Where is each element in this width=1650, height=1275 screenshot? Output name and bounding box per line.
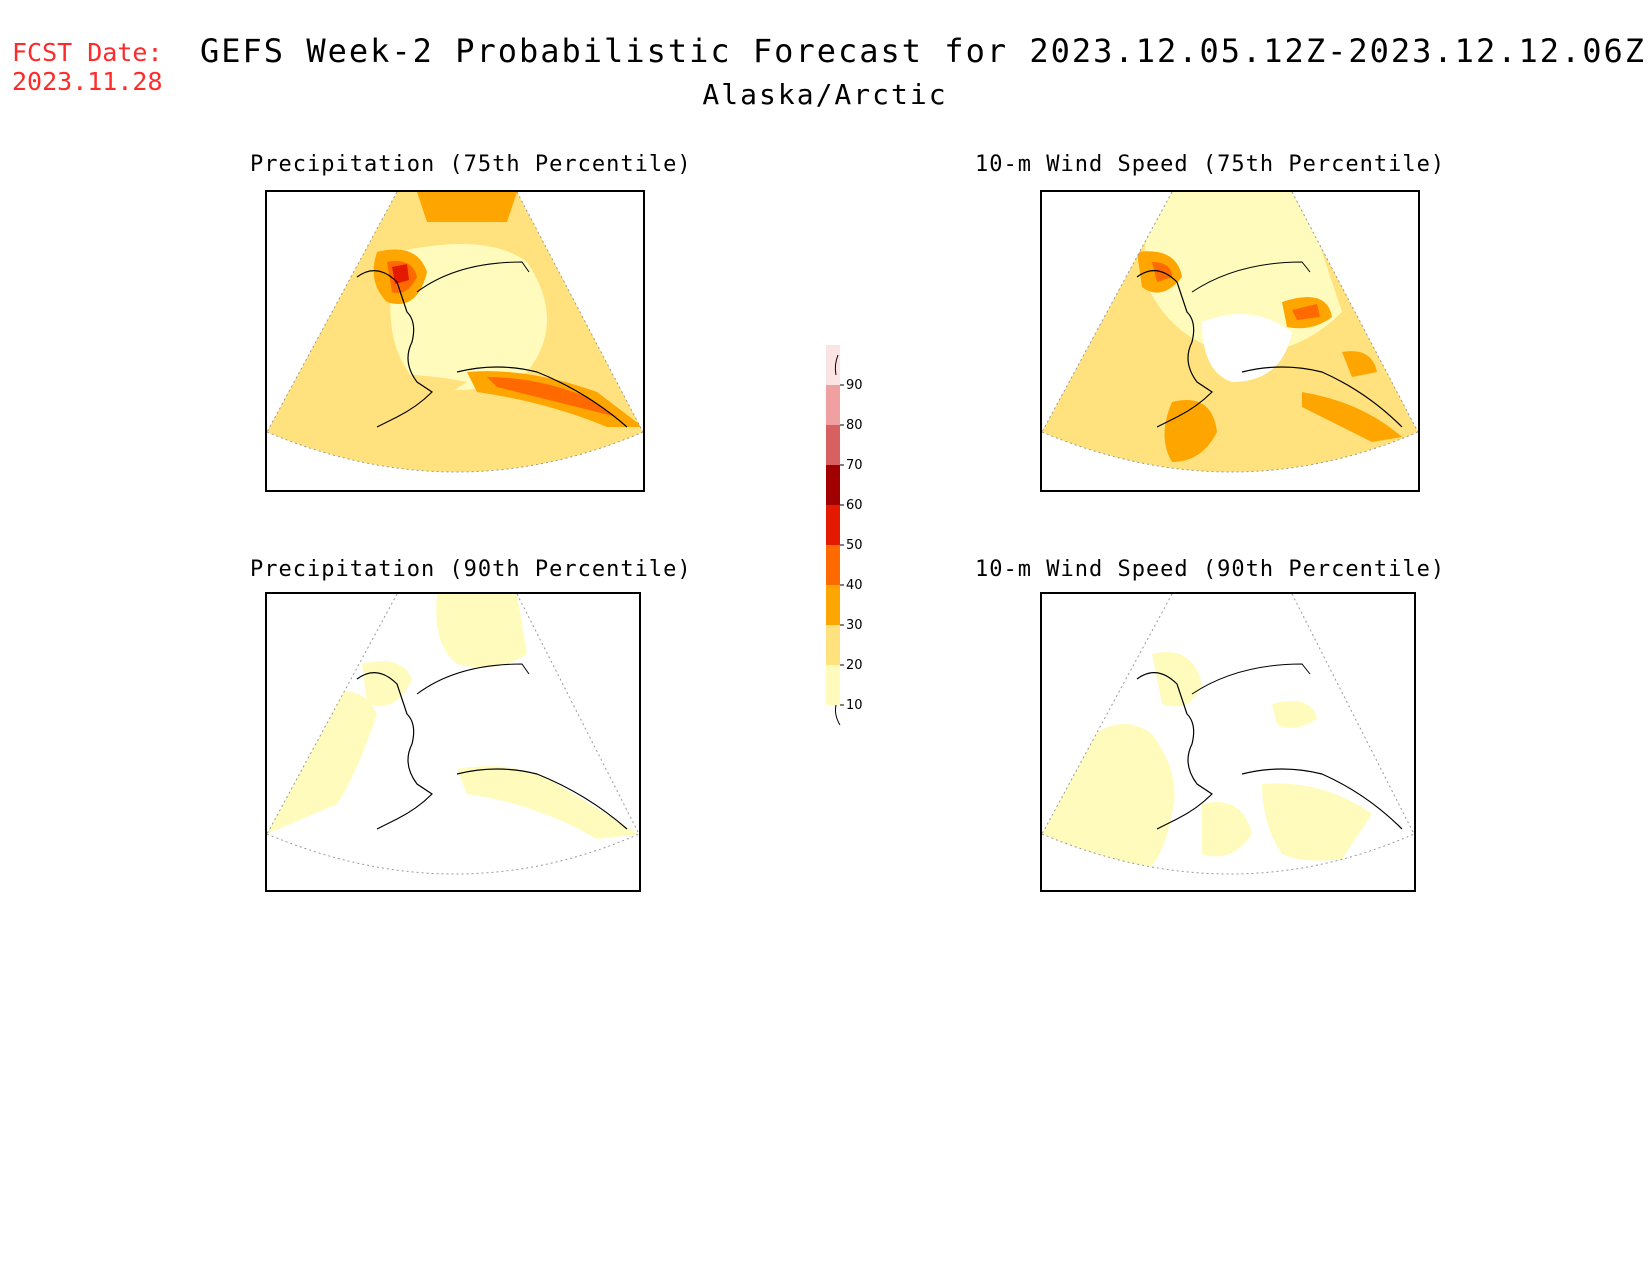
colorbar-bottom-cap bbox=[835, 704, 841, 726]
colorbar-label: 70 bbox=[846, 458, 863, 473]
colorbar-swatch-80 bbox=[826, 385, 840, 425]
colorbar: 10 20 30 40 50 60 70 80 90 bbox=[826, 345, 863, 726]
colorbar-labels: 10 20 30 40 50 60 70 80 90 bbox=[840, 378, 863, 713]
colorbar-swatch-40 bbox=[826, 545, 840, 585]
map-precip-90-svg bbox=[267, 594, 639, 875]
colorbar-label: 60 bbox=[846, 498, 863, 513]
panel-title-precip-75: Precipitation (75th Percentile) bbox=[250, 152, 692, 177]
colorbar-swatch-70 bbox=[826, 425, 840, 465]
colorbar-label: 90 bbox=[846, 378, 863, 393]
map-wind-75-svg bbox=[1042, 192, 1418, 473]
map-precip-75-svg bbox=[267, 192, 643, 473]
forecast-date-label: FCST Date: bbox=[12, 38, 163, 67]
colorbar-label: 80 bbox=[846, 418, 863, 433]
panel-title-wind-90: 10-m Wind Speed (90th Percentile) bbox=[975, 557, 1446, 582]
map-precip-90 bbox=[265, 592, 641, 892]
page-title: GEFS Week-2 Probabilistic Forecast for 2… bbox=[200, 32, 1647, 70]
colorbar-label: 30 bbox=[846, 618, 863, 633]
colorbar-label: 50 bbox=[846, 538, 863, 553]
colorbar-swatches bbox=[826, 345, 840, 705]
colorbar-label: 10 bbox=[846, 698, 863, 713]
map-wind-75 bbox=[1040, 190, 1420, 492]
colorbar-swatch-20 bbox=[826, 625, 840, 665]
colorbar-swatch-30 bbox=[826, 585, 840, 625]
colorbar-swatch-10 bbox=[826, 665, 840, 705]
forecast-date-block: FCST Date: 2023.11.28 bbox=[12, 38, 163, 96]
colorbar-swatch-60 bbox=[826, 465, 840, 505]
panel-title-wind-75: 10-m Wind Speed (75th Percentile) bbox=[975, 152, 1446, 177]
colorbar-label: 40 bbox=[846, 578, 863, 593]
map-precip-75 bbox=[265, 190, 645, 492]
colorbar-swatch-50 bbox=[826, 505, 840, 545]
map-wind-90 bbox=[1040, 592, 1416, 892]
colorbar-label: 20 bbox=[846, 658, 863, 673]
panel-title-precip-90: Precipitation (90th Percentile) bbox=[250, 557, 692, 582]
colorbar-swatch-90 bbox=[826, 345, 840, 385]
region-subtitle: Alaska/Arctic bbox=[702, 78, 948, 111]
colorbar-top-cap bbox=[834, 354, 839, 376]
forecast-date-value: 2023.11.28 bbox=[12, 67, 163, 96]
map-wind-90-svg bbox=[1042, 594, 1414, 875]
